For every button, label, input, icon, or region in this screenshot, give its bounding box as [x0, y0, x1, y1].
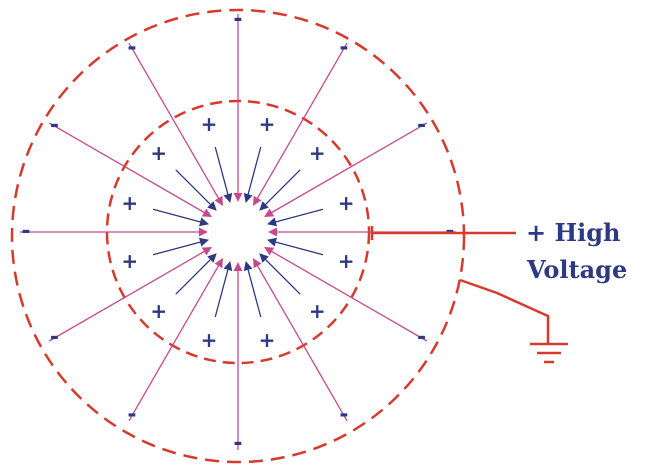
inner-charge-label: +: [309, 299, 326, 323]
outer-charge-label: -: [50, 325, 59, 350]
inner-field-line: [175, 169, 217, 211]
inner-field-line: [243, 146, 262, 203]
outer-charge-label: -: [445, 219, 454, 244]
outer-field-line: [252, 258, 348, 422]
outer-field-line: [264, 122, 428, 218]
inner-charge-label: +: [201, 112, 218, 136]
outer-electrode-ring: [10, 8, 466, 464]
outer-charge-label: -: [417, 325, 426, 350]
inner-charge-label: +: [338, 249, 355, 273]
inner-charge-label: +: [121, 249, 138, 273]
outer-charge-label: -: [417, 113, 426, 138]
inner-field-line: [267, 237, 324, 256]
inner-charge-label: +: [259, 328, 276, 352]
inner-charge-label: +: [150, 141, 167, 165]
outer-charge-label: -: [21, 219, 30, 244]
outer-charge-label: -: [233, 431, 242, 456]
outer-charge-label: -: [127, 35, 136, 60]
inner-charge-label: +: [338, 191, 355, 215]
outer-field-line: [48, 122, 212, 218]
outer-charge-label: -: [339, 403, 348, 428]
ground-symbol-icon: [459, 278, 568, 364]
inner-field-line: [214, 146, 233, 203]
inner-field-line: [152, 237, 209, 256]
outer-charge-label: -: [50, 113, 59, 138]
outer-charge-label: -: [127, 403, 136, 428]
high-voltage-label-line1: + High: [526, 218, 621, 247]
outer-charge-label: -: [233, 7, 242, 32]
inner-field-line: [152, 208, 209, 227]
outer-charge-label: -: [339, 35, 348, 60]
inner-charge-label: +: [259, 112, 276, 136]
outer-charge-labels: - - - - - - - - - - - -: [21, 7, 454, 456]
outer-field-line: [48, 246, 212, 342]
inner-charge-label: +: [201, 328, 218, 352]
inner-charge-labels: + + + + + + + + + + + +: [121, 112, 354, 352]
inner-field-line: [214, 261, 233, 318]
inner-charge-label: +: [121, 191, 138, 215]
inner-field-line: [259, 169, 301, 211]
inner-field-line: [175, 253, 217, 295]
outer-field-line: [128, 258, 224, 422]
inner-charge-label: +: [309, 141, 326, 165]
inner-field-line: [243, 261, 262, 318]
outer-field-line: [264, 246, 428, 342]
inner-field-lines: [152, 146, 324, 318]
inner-field-line: [267, 208, 324, 227]
outer-field-line: [128, 42, 224, 206]
inner-charge-label: +: [150, 299, 167, 323]
high-voltage-label-line2: Voltage: [526, 255, 627, 284]
inner-field-line: [259, 253, 301, 295]
outer-field-line: [252, 42, 348, 206]
